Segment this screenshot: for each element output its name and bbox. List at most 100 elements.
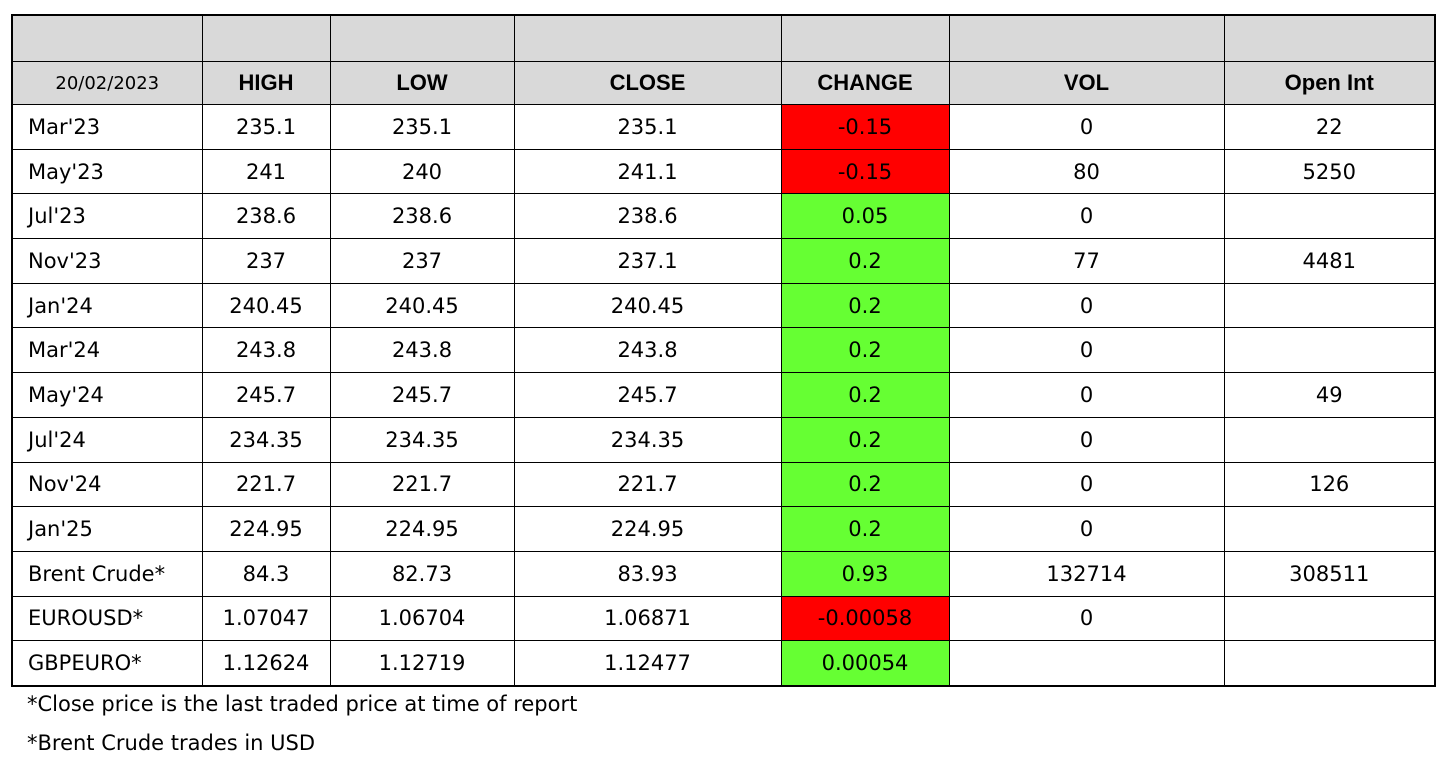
value-cell: 245.7	[513, 372, 782, 418]
column-header: VOL	[948, 61, 1225, 105]
contract-cell: GBPEURO*	[11, 640, 203, 687]
contract-cell: Nov'24	[11, 461, 203, 508]
data-row: Jan'24 240.45 240.45 240.45 0.2 0	[11, 282, 1436, 329]
value-cell: 0.2	[780, 327, 950, 374]
value-cell: 80	[948, 148, 1225, 195]
value-cell	[1223, 416, 1436, 463]
contract-cell: May'23	[11, 148, 203, 195]
value-cell: 224.95	[329, 506, 515, 552]
column-header: CLOSE	[513, 61, 782, 105]
value-cell: 237	[201, 238, 331, 284]
value-cell: 1.06704	[329, 595, 515, 642]
value-cell: 241.1	[513, 148, 782, 195]
value-cell: 243.8	[201, 327, 331, 374]
value-cell: 235.1	[201, 104, 331, 150]
value-cell: 238.6	[329, 193, 515, 240]
value-cell: 4481	[1223, 238, 1436, 284]
value-cell: 0.00054	[780, 640, 950, 687]
value-cell: 237.1	[513, 238, 782, 284]
value-cell: 22	[1223, 104, 1436, 150]
value-cell: 1.06871	[513, 595, 782, 642]
header-row: 20/02/2023 HIGH LOW CLOSE CHANGE VOL Open Int	[11, 61, 1436, 105]
data-row: Jul'24 234.35 234.35 234.35 0.2 0	[11, 416, 1436, 463]
value-cell: 241	[201, 148, 331, 195]
value-cell: 234.35	[201, 416, 331, 463]
value-cell: 0.2	[780, 372, 950, 418]
contract-cell: Nov'23	[11, 238, 203, 284]
value-cell: 0.2	[780, 238, 950, 284]
value-cell: 0	[948, 595, 1225, 642]
value-cell: -0.00058	[780, 595, 950, 642]
data-row: Brent Crude* 84.3 82.73 83.93 0.93 132714 3085…	[11, 550, 1436, 597]
data-row: Nov'24 221.7 221.7 221.7 0.2 0 126	[11, 461, 1436, 508]
value-cell: 84.3	[201, 550, 331, 597]
value-cell: 235.1	[329, 104, 515, 150]
value-cell: -0.15	[780, 104, 950, 150]
value-cell: 240.45	[513, 282, 782, 329]
data-row: May'23 241 240 241.1 -0.15 80 5250	[11, 148, 1436, 195]
column-header: LOW	[329, 61, 515, 105]
value-cell: -0.15	[780, 148, 950, 195]
value-cell: 245.7	[329, 372, 515, 418]
value-cell: 82.73	[329, 550, 515, 597]
column-header: CHANGE	[780, 61, 950, 105]
value-cell: 83.93	[513, 550, 782, 597]
value-cell	[1223, 506, 1436, 552]
value-cell: 1.12477	[513, 640, 782, 687]
value-cell: 240.45	[201, 282, 331, 329]
value-cell: 1.07047	[201, 595, 331, 642]
contract-cell: Mar'24	[11, 327, 203, 374]
value-cell: 0.2	[780, 282, 950, 329]
value-cell	[1223, 595, 1436, 642]
contract-cell: May'24	[11, 372, 203, 418]
value-cell: 0	[948, 416, 1225, 463]
data-row: May'24 245.7 245.7 245.7 0.2 0 49	[11, 372, 1436, 418]
value-cell	[1223, 193, 1436, 240]
value-cell: 0.2	[780, 461, 950, 508]
data-row: Mar'23 235.1 235.1 235.1 -0.15 0 22	[11, 104, 1436, 150]
value-cell: 234.35	[329, 416, 515, 463]
value-cell: 221.7	[513, 461, 782, 508]
value-cell: 132714	[948, 550, 1225, 597]
value-cell: 77	[948, 238, 1225, 284]
value-cell: 245.7	[201, 372, 331, 418]
table-body: 20/02/2023 HIGH LOW CLOSE CHANGE VOL Open Int M…	[11, 14, 1436, 687]
value-cell: 308511	[1223, 550, 1436, 597]
contract-cell: Jan'25	[11, 506, 203, 552]
value-cell: 238.6	[201, 193, 331, 240]
value-cell: 221.7	[201, 461, 331, 508]
value-cell: 0.05	[780, 193, 950, 240]
data-row: Mar'24 243.8 243.8 243.8 0.2 0	[11, 327, 1436, 374]
value-cell: 0	[948, 506, 1225, 552]
value-cell: 0	[948, 461, 1225, 508]
data-row: EUROUSD* 1.07047 1.06704 1.06871 -0.00058 0	[11, 595, 1436, 642]
value-cell: 0.93	[780, 550, 950, 597]
data-row: Jan'25 224.95 224.95 224.95 0.2 0	[11, 506, 1436, 552]
value-cell: 0	[948, 104, 1225, 150]
contract-cell: EUROUSD*	[11, 595, 203, 642]
date-cell: 20/02/2023	[11, 61, 203, 105]
value-cell: 240	[329, 148, 515, 195]
value-cell: 1.12719	[329, 640, 515, 687]
value-cell: 238.6	[513, 193, 782, 240]
contract-cell: Brent Crude*	[11, 550, 203, 597]
contract-cell: Mar'23	[11, 104, 203, 150]
value-cell: 243.8	[513, 327, 782, 374]
value-cell: 224.95	[513, 506, 782, 552]
value-cell	[1223, 282, 1436, 329]
value-cell: 0.2	[780, 506, 950, 552]
value-cell: 49	[1223, 372, 1436, 418]
price-table: 20/02/2023 HIGH LOW CLOSE CHANGE VOL Open Int M…	[11, 14, 1436, 687]
contract-cell: Jul'24	[11, 416, 203, 463]
value-cell: 0	[948, 327, 1225, 374]
column-header: Open Int	[1223, 61, 1436, 105]
value-cell: 234.35	[513, 416, 782, 463]
note: *Close price is the last traded price at…	[27, 692, 578, 716]
value-cell: 243.8	[329, 327, 515, 374]
column-header: HIGH	[201, 61, 331, 105]
data-row: Jul'23 238.6 238.6 238.6 0.05 0	[11, 193, 1436, 240]
value-cell: 0	[948, 282, 1225, 329]
value-cell	[948, 640, 1225, 687]
value-cell: 235.1	[513, 104, 782, 150]
value-cell	[1223, 327, 1436, 374]
